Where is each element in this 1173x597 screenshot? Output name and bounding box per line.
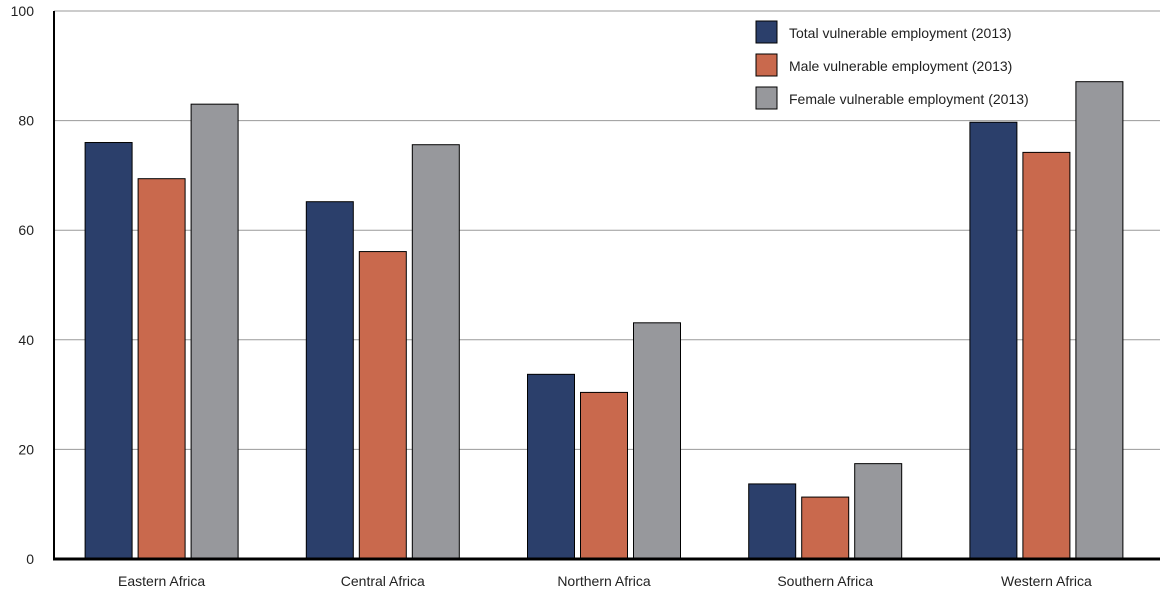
bar-central-africa-series-2 (411, 144, 460, 560)
y-axis-ticks: 0 20 40 60 80 100 (11, 3, 35, 567)
legend-swatch (755, 20, 778, 44)
x-category-label: Northern Africa (557, 573, 651, 589)
bar-northern-africa-series-2 (633, 322, 681, 560)
bar-western-africa-series-2 (1075, 81, 1124, 560)
legend-label: Male vulnerable employment (2013) (789, 58, 1012, 74)
x-category-label: Western Africa (1001, 573, 1092, 589)
bar-western-africa-series-1 (1022, 151, 1071, 560)
bar-northern-africa-series-0 (527, 373, 575, 560)
bar-southern-africa-series-1 (801, 496, 850, 560)
bar-western-africa-series-0 (969, 121, 1018, 560)
y-tick-label: 20 (18, 441, 34, 457)
x-category-label: Southern Africa (777, 573, 873, 589)
bar-northern-africa-series-1 (580, 391, 628, 560)
legend: Total vulnerable employment (2013) Male v… (755, 20, 1029, 110)
legend-swatch (755, 86, 778, 110)
axes (53, 11, 1160, 561)
x-category-label: Central Africa (341, 573, 425, 589)
legend-label: Female vulnerable employment (2013) (789, 91, 1029, 107)
x-axis-labels: Eastern Africa Central Africa Northern Afr… (118, 573, 1092, 589)
y-tick-label: 60 (18, 222, 34, 238)
legend-swatch (755, 53, 778, 77)
bars (84, 81, 1124, 560)
y-tick-label: 80 (18, 113, 34, 129)
bar-eastern-africa-series-0 (84, 142, 133, 560)
bar-central-africa-series-1 (358, 251, 407, 560)
y-tick-label: 100 (11, 3, 35, 19)
legend-label: Total vulnerable employment (2013) (789, 25, 1012, 41)
bar-southern-africa-series-0 (748, 483, 797, 560)
bar-eastern-africa-series-2 (190, 103, 239, 560)
y-tick-label: 0 (26, 551, 34, 567)
bar-southern-africa-series-2 (854, 463, 903, 560)
bar-central-africa-series-0 (305, 201, 354, 560)
bar-eastern-africa-series-1 (137, 178, 186, 560)
y-tick-label: 40 (18, 332, 34, 348)
x-category-label: Eastern Africa (118, 573, 205, 589)
